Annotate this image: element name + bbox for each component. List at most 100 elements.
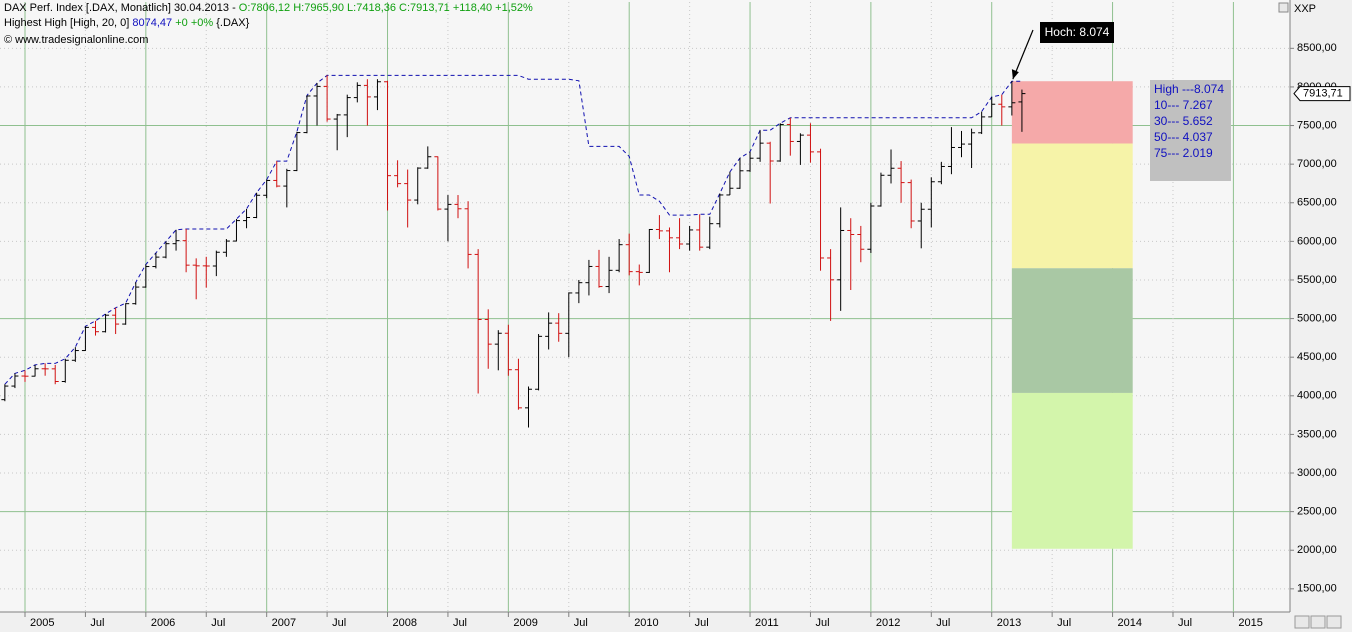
x-tick-label: Jul	[1057, 617, 1071, 629]
y-tick-label: 5000,00	[1297, 312, 1337, 324]
scroll-button[interactable]	[1278, 2, 1289, 13]
x-tick-label: 2012	[876, 617, 900, 629]
ohlc-bar	[585, 259, 593, 296]
ohlc-bar	[41, 363, 49, 376]
ohlc-bar	[645, 228, 653, 274]
ohlc-bar	[132, 282, 140, 305]
y-tick-label: 8500,00	[1297, 42, 1337, 54]
ohlc-bar	[384, 80, 392, 211]
ohlc-bar	[867, 202, 875, 253]
ohlc-bar	[696, 214, 704, 251]
ohlc-bar	[222, 239, 230, 257]
ohlc-bar	[283, 168, 291, 208]
indicator-label: Highest High [High, 20, 0]	[4, 17, 133, 29]
ohlc-bar	[474, 249, 482, 394]
x-tick-label: Jul	[815, 617, 829, 629]
ohlc-bar	[796, 133, 804, 165]
ohlc-bar	[756, 130, 764, 162]
ohlc-bar	[917, 202, 925, 249]
ohlc-bar	[716, 193, 724, 228]
ohlc-bar	[484, 309, 492, 369]
ohlc-bar	[273, 161, 281, 188]
x-tick-label: Jul	[453, 617, 467, 629]
ohlc-bar	[545, 312, 553, 350]
ohlc-bar	[595, 249, 603, 288]
ohlc-bar	[635, 264, 643, 286]
ohlc-bar	[142, 264, 150, 288]
ohlc-bar	[343, 94, 351, 138]
ohlc-bar	[655, 215, 663, 240]
ohlc-bar	[182, 229, 190, 273]
nav-button[interactable]	[1326, 615, 1342, 629]
ohlc-bar	[494, 330, 502, 371]
x-tick-label: 2010	[634, 617, 658, 629]
ohlc-bar	[958, 130, 966, 158]
ohlc-bar	[937, 161, 945, 185]
corner-label: XXP	[1294, 3, 1317, 15]
ohlc-bar	[424, 146, 432, 169]
ohlc-bar	[51, 364, 59, 385]
ohlc-bar	[746, 151, 754, 172]
ohlc-bar	[968, 128, 976, 169]
ohlc-bar	[665, 227, 673, 273]
nav-button[interactable]	[1294, 615, 1310, 629]
y-tick-label: 2000,00	[1297, 544, 1337, 556]
ohlc-bar	[162, 241, 170, 259]
ohlc-bar	[887, 149, 895, 184]
symbol-label: DAX Perf. Index [.DAX, Monatlich] 30.04.…	[4, 2, 239, 14]
ohlc-bar	[786, 117, 794, 156]
ohlc-bar	[766, 141, 774, 204]
ohlc-bar	[323, 75, 331, 122]
ohlc-bar	[988, 96, 996, 118]
y-tick-label: 2500,00	[1297, 506, 1337, 518]
ohlc-bar	[192, 258, 200, 300]
zone-legend-label: 30--- 5.652	[1154, 114, 1213, 128]
ohlc-bar	[464, 201, 472, 269]
highest-high-line	[4, 74, 1022, 385]
zone	[1011, 143, 1133, 269]
ohlc-bar	[152, 252, 160, 269]
x-tick-label: 2011	[755, 617, 779, 629]
ohlc-bar	[404, 169, 412, 228]
nav-button[interactable]	[1310, 615, 1326, 629]
ohlc-bar	[947, 127, 955, 175]
ohlc-bar	[102, 313, 110, 333]
ohlc-bar	[232, 218, 240, 242]
y-tick-label: 3000,00	[1297, 467, 1337, 479]
x-tick-label: 2007	[272, 617, 296, 629]
ohlc-bar	[555, 313, 563, 342]
ohlc-bar	[293, 131, 301, 172]
ohlc-bar	[122, 303, 130, 325]
x-tick-label: 2005	[30, 617, 54, 629]
ohlc-bar	[907, 179, 915, 229]
x-tick-label: 2009	[513, 617, 537, 629]
x-tick-label: Jul	[332, 617, 346, 629]
ohlc-bar	[202, 256, 210, 288]
zone-legend-label: High ---8.074	[1154, 82, 1224, 96]
x-tick-label: Jul	[90, 617, 104, 629]
ohlc-bar	[817, 148, 825, 271]
ohlc-bar	[303, 95, 311, 134]
indicator-symbol: {.DAX}	[216, 17, 250, 29]
x-tick-label: Jul	[211, 617, 225, 629]
zone-legend-label: 50--- 4.037	[1154, 130, 1213, 144]
last-price-label: 7913,71	[1303, 88, 1343, 100]
ohlc-bar	[736, 157, 744, 189]
ohlc-bar	[504, 324, 512, 376]
ohlc-bar	[253, 192, 261, 219]
annotation-text: Hoch: 8.074	[1045, 25, 1110, 39]
annotation-arrowhead	[1011, 69, 1019, 80]
ohlc-bar	[837, 207, 845, 311]
ohlc-bar	[625, 233, 633, 276]
x-tick-label: 2014	[1118, 617, 1142, 629]
ohlc-bar	[676, 218, 684, 250]
ohlc-bar	[686, 225, 694, 251]
ohlc-values: O:7806,12 H:7965,90 L:7418,36 C:7913,71 …	[238, 2, 533, 14]
ohlc-bar	[978, 111, 986, 135]
ohlc-bar	[575, 279, 583, 304]
ohlc-bar	[61, 358, 69, 383]
y-tick-label: 5500,00	[1297, 274, 1337, 286]
ohlc-bar	[112, 307, 120, 335]
